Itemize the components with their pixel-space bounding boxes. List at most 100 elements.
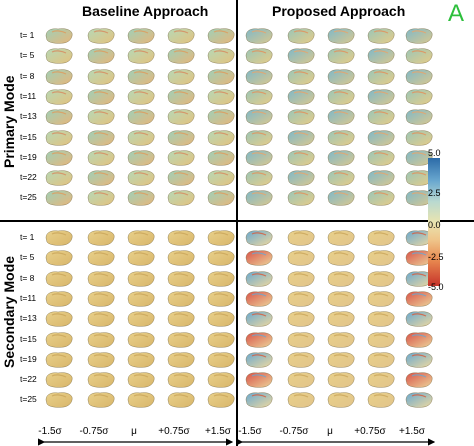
shape-render (366, 149, 396, 172)
shape-render (366, 27, 396, 50)
shape-render (326, 290, 356, 313)
shape-render (326, 391, 356, 414)
shape-render (404, 229, 434, 252)
shape-render (166, 391, 196, 414)
shape-render (86, 351, 116, 374)
shape-render (286, 270, 316, 293)
shape-render (206, 290, 236, 313)
time-label: t=22 (20, 374, 37, 385)
time-label: t=25 (20, 394, 37, 405)
shape-render (286, 310, 316, 333)
shape-render (206, 331, 236, 354)
shape-render (126, 68, 156, 91)
shape-render (404, 331, 434, 354)
shape-render (126, 229, 156, 252)
shape-render (404, 371, 434, 394)
shape-render (86, 331, 116, 354)
sigma-label: -0.75σ (79, 426, 109, 437)
shape-render (166, 88, 196, 111)
shape-render (44, 391, 74, 414)
shape-render (126, 391, 156, 414)
shape-render (44, 310, 74, 333)
shape-render (286, 108, 316, 131)
shape-render (244, 129, 274, 152)
shape-render (44, 189, 74, 212)
sigma-label: +0.75σ (158, 426, 190, 437)
shape-render (244, 47, 274, 70)
shape-render (166, 331, 196, 354)
colorbar-tick: -2.5 (428, 252, 444, 262)
shape-render (44, 371, 74, 394)
shape-render (166, 129, 196, 152)
panel-letter: A (448, 0, 465, 27)
time-label: t= 5 (20, 50, 35, 61)
shape-render (44, 88, 74, 111)
shape-render (244, 270, 274, 293)
sigma-label: -1.5σ (238, 426, 262, 437)
shape-render (326, 310, 356, 333)
shape-render (206, 47, 236, 70)
shape-render (366, 47, 396, 70)
shape-render (366, 169, 396, 192)
shape-render (86, 391, 116, 414)
shape-render (404, 310, 434, 333)
time-label: t=19 (20, 353, 37, 364)
shape-render (286, 27, 316, 50)
shape-render (86, 108, 116, 131)
shape-render (166, 47, 196, 70)
shape-render (44, 47, 74, 70)
time-label: t= 1 (20, 30, 35, 40)
shape-render (206, 68, 236, 91)
shape-render (366, 391, 396, 414)
shape-render (366, 371, 396, 394)
time-label: t=19 (20, 151, 37, 162)
shape-render (244, 229, 274, 252)
shape-render (404, 169, 434, 192)
shape-render (244, 88, 274, 111)
time-label: t=15 (20, 333, 37, 344)
shape-render (206, 129, 236, 152)
shape-render (86, 88, 116, 111)
shape-render (366, 108, 396, 131)
shape-render (126, 310, 156, 333)
time-label: t=13 (20, 313, 37, 324)
colorbar-tick: 0.0 (428, 220, 441, 230)
shape-render (286, 189, 316, 212)
shape-render (166, 27, 196, 50)
shape-render (286, 129, 316, 152)
sigma-label: +0.75σ (354, 426, 386, 437)
shape-render (166, 68, 196, 91)
shape-render (244, 27, 274, 50)
shape-render (244, 310, 274, 333)
shape-render (286, 391, 316, 414)
shape-render (44, 290, 74, 313)
shape-render (286, 351, 316, 374)
shape-render (404, 129, 434, 152)
shape-render (286, 290, 316, 313)
shape-render (126, 108, 156, 131)
shape-render (404, 391, 434, 414)
shape-render (286, 331, 316, 354)
shape-render (404, 351, 434, 374)
colorbar-tick: 5.0 (428, 148, 441, 158)
shape-render (326, 351, 356, 374)
shape-render (244, 351, 274, 374)
shape-render (126, 129, 156, 152)
shape-render (244, 189, 274, 212)
shape-render (206, 249, 236, 272)
shape-render (326, 108, 356, 131)
shape-render (86, 68, 116, 91)
shape-render (126, 290, 156, 313)
shape-render (404, 88, 434, 111)
shape-render (126, 47, 156, 70)
colorbar (428, 158, 440, 286)
shape-render (166, 189, 196, 212)
shape-render (206, 310, 236, 333)
shape-render (244, 249, 274, 272)
shape-render (244, 68, 274, 91)
shape-render (166, 270, 196, 293)
shape-render (366, 68, 396, 91)
shape-render (366, 129, 396, 152)
shape-render (286, 88, 316, 111)
colorbar-tick: 2.5 (428, 188, 441, 198)
